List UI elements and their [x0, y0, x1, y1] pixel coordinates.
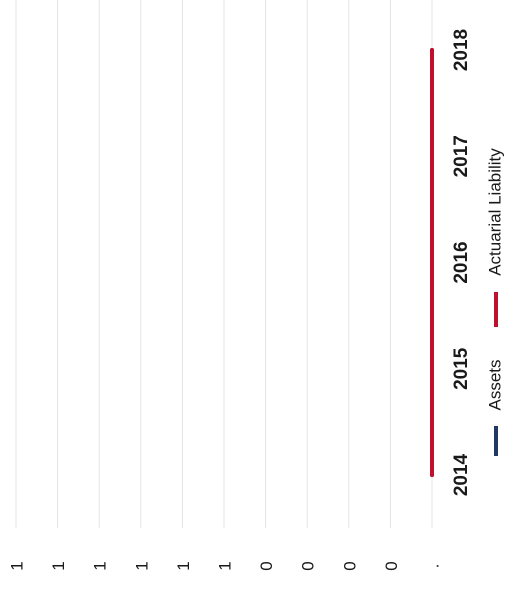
y-tick-label: 1	[215, 561, 234, 570]
x-tick-label: 2014	[451, 453, 472, 496]
x-tick-label: 2016	[451, 241, 472, 283]
x-tick-label: 2015	[451, 347, 472, 390]
y-tick-label: 0	[299, 561, 318, 570]
x-tick-label: 2017	[451, 135, 472, 177]
x-tick-label: 2018	[451, 29, 472, 71]
y-tick-label: 0	[382, 561, 401, 570]
y-tick-label: .	[423, 564, 442, 569]
y-tick-label: 0	[340, 561, 359, 570]
y-tick-label: 1	[174, 561, 193, 570]
y-tick-label: 1	[49, 561, 68, 570]
y-tick-label: 0	[257, 561, 276, 570]
legend-label: Actuarial Liability	[485, 148, 504, 276]
legend-label: Assets	[485, 359, 504, 410]
y-tick-label: 1	[91, 561, 110, 570]
y-tick-label: 1	[7, 561, 26, 570]
y-tick-label: 1	[132, 561, 151, 570]
